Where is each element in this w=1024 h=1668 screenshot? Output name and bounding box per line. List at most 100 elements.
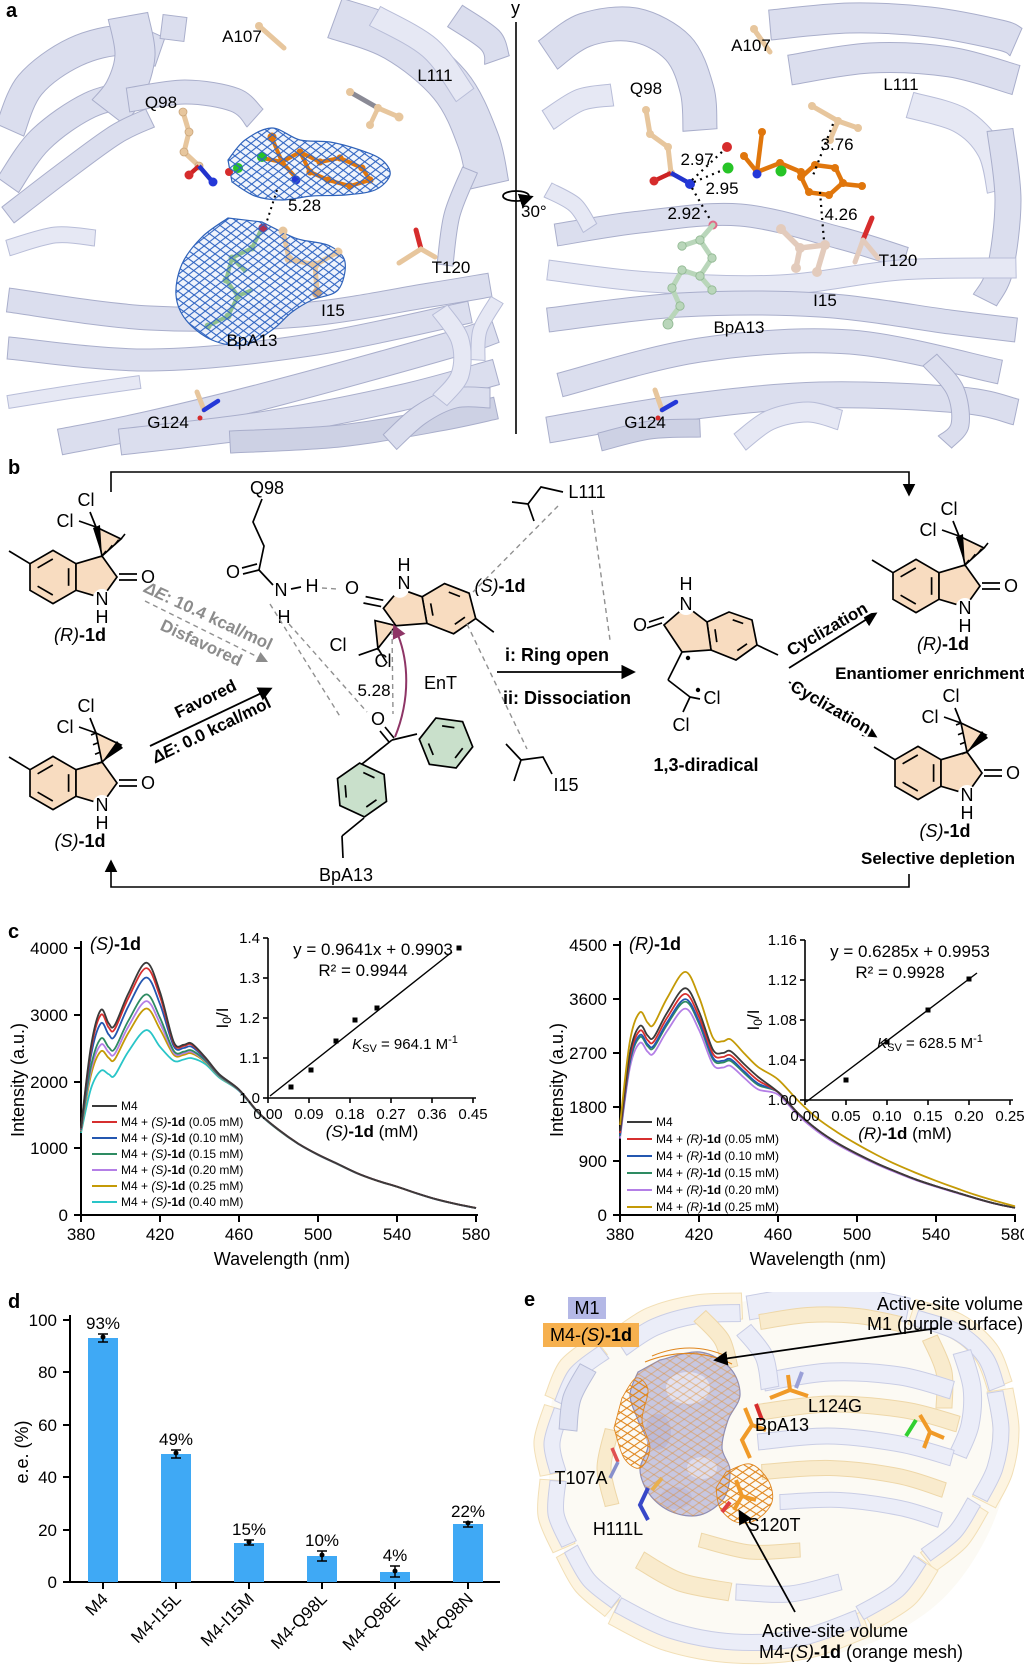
svg-text:Cl: Cl [920,520,937,540]
svg-text:3.76: 3.76 [820,135,853,154]
svg-text:580: 580 [462,1225,490,1244]
svg-text:M4-Q98E: M4-Q98E [339,1589,404,1654]
svg-text:M4 + (R)-1d (0.05 mM): M4 + (R)-1d (0.05 mM) [656,1132,779,1146]
svg-text:100: 100 [29,1311,57,1330]
svg-text:Cl: Cl [673,715,690,735]
svg-text:A107: A107 [222,27,262,46]
svg-text:Cyclization: Cyclization [787,677,874,738]
svg-text:I0/I: I0/I [744,1010,765,1031]
svg-text:T120: T120 [432,258,471,277]
svg-text:60: 60 [38,1416,57,1435]
svg-text:1.16: 1.16 [768,932,797,949]
svg-text:BpA13: BpA13 [755,1415,809,1435]
svg-text:4500: 4500 [569,936,607,955]
svg-text:Cl: Cl [941,499,958,519]
svg-text:BpA13: BpA13 [713,318,764,337]
svg-text:380: 380 [67,1225,95,1244]
svg-text:BpA13: BpA13 [319,865,373,885]
svg-text:M4-(S)-1d (orange mesh): M4-(S)-1d (orange mesh) [759,1642,963,1662]
svg-text:i: Ring open: i: Ring open [505,645,609,665]
svg-text:0.27: 0.27 [376,1106,405,1123]
svg-text:1,3-diradical: 1,3-diradical [653,755,758,775]
svg-text:0.15: 0.15 [913,1108,942,1125]
svg-text:1.04: 1.04 [768,1052,797,1069]
svg-text:2.97: 2.97 [680,150,713,169]
svg-text:15%: 15% [232,1520,266,1539]
svg-text:N: N [275,580,288,600]
svg-text:N: N [961,785,974,805]
svg-text:N: N [959,598,972,618]
svg-text:H: H [278,607,291,627]
svg-text:EnT: EnT [424,673,457,693]
svg-text:H: H [680,574,693,594]
svg-text:I15: I15 [553,775,578,795]
svg-text:80: 80 [38,1363,57,1382]
svg-text:(S)-1d: (S)-1d [475,576,526,596]
svg-text:22%: 22% [451,1502,485,1521]
svg-text:1.4: 1.4 [239,930,260,947]
svg-text:30°: 30° [521,202,547,221]
svg-text:1.12: 1.12 [768,972,797,989]
svg-text:0.45: 0.45 [458,1106,487,1123]
svg-text:L111: L111 [417,66,452,85]
svg-text:N: N [96,589,109,609]
svg-text:T120: T120 [879,251,918,270]
svg-text:1.0: 1.0 [239,1090,260,1107]
svg-text:N: N [96,795,109,815]
svg-text:5.28: 5.28 [357,681,390,700]
svg-text:0.36: 0.36 [417,1106,446,1123]
svg-text:Enantiomer enrichment: Enantiomer enrichment [835,664,1024,683]
svg-text:M4-I15M: M4-I15M [197,1589,258,1650]
svg-text:c: c [8,921,19,943]
svg-text:O: O [226,562,240,582]
svg-text:KSV = 964.1 M-1: KSV = 964.1 M-1 [352,1034,458,1055]
svg-text:KSV = 628.5 M-1: KSV = 628.5 M-1 [877,1033,983,1054]
svg-text:0: 0 [59,1206,68,1225]
svg-text:e.e. (%): e.e. (%) [12,1420,32,1483]
svg-text:420: 420 [685,1225,713,1244]
svg-text:H: H [96,813,109,833]
svg-text:H: H [961,803,974,823]
svg-text:M4 + (R)-1d (0.10 mM): M4 + (R)-1d (0.10 mM) [656,1149,779,1163]
svg-text:0: 0 [48,1573,57,1592]
svg-text:(S)-1d: (S)-1d [920,821,971,841]
svg-text:4000: 4000 [30,939,68,958]
svg-text:380: 380 [606,1225,634,1244]
svg-text:L124G: L124G [808,1396,862,1416]
svg-text:40: 40 [38,1468,57,1487]
svg-text:BpA13: BpA13 [226,331,277,350]
svg-text:Cl: Cl [78,696,95,716]
svg-text:Q98: Q98 [250,478,284,498]
svg-text:M4: M4 [121,1099,138,1113]
svg-text:Cl: Cl [922,707,939,727]
svg-text:1000: 1000 [30,1139,68,1158]
svg-text:O: O [345,578,359,598]
svg-text:L111: L111 [883,75,918,94]
svg-text:(S)-1d: (S)-1d [55,831,106,851]
svg-text:M4: M4 [656,1115,673,1129]
svg-text:L111: L111 [568,482,605,502]
svg-text:Cl: Cl [375,651,392,671]
svg-text:Intensity (a.u.): Intensity (a.u.) [547,1023,567,1137]
svg-text:540: 540 [922,1225,950,1244]
svg-text:10%: 10% [305,1531,339,1550]
svg-text:M4-I15L: M4-I15L [127,1589,185,1647]
svg-text:0.09: 0.09 [294,1106,323,1123]
svg-text:A107: A107 [731,36,771,55]
svg-text:2.95: 2.95 [705,179,738,198]
svg-text:20: 20 [38,1521,57,1540]
svg-text:2000: 2000 [30,1073,68,1092]
svg-text:M4 + (S)-1d (0.40 mM): M4 + (S)-1d (0.40 mM) [121,1195,243,1209]
svg-text:49%: 49% [159,1430,193,1449]
svg-text:5.28: 5.28 [288,196,321,215]
svg-text:4%: 4% [383,1546,408,1565]
svg-text:(R)-1d: (R)-1d [54,625,106,645]
svg-text:R² = 0.9944: R² = 0.9944 [318,961,407,980]
svg-text:H111L: H111L [593,1519,643,1539]
svg-text:R² = 0.9928: R² = 0.9928 [855,963,944,982]
svg-text:3000: 3000 [30,1006,68,1025]
svg-text:0.25: 0.25 [995,1108,1024,1125]
svg-text:Cl: Cl [943,686,960,706]
svg-text:M4-Q98L: M4-Q98L [267,1589,331,1653]
svg-text:O: O [633,615,647,635]
